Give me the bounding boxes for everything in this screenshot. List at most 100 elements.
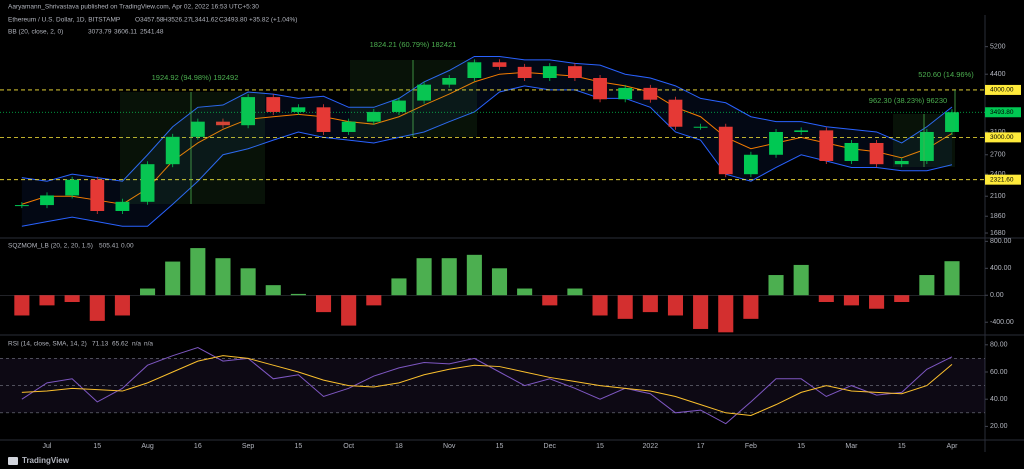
candle: [90, 179, 105, 211]
candle: [165, 136, 180, 165]
bb-basis-value: 3073.79: [88, 29, 112, 36]
momentum-bar: [894, 295, 910, 302]
x-tick-label: Jul: [43, 443, 52, 450]
y-tick-label: 60.00: [990, 369, 1008, 376]
rsi-ma-value: 65.62: [112, 341, 129, 348]
ohlc-high: H3526.27: [163, 17, 192, 24]
mom-title: SQZMOM_LB (20, 2, 20, 1.5): [8, 243, 93, 250]
candle: [65, 179, 80, 196]
candle: [819, 130, 834, 161]
candle: [593, 78, 607, 100]
level-tag: [985, 132, 1021, 143]
rsi-title: RSI (14, close, SMA, 14, 2): [8, 341, 87, 348]
momentum-bar: [567, 288, 583, 296]
bb-upper: [21, 55, 953, 182]
price-change: +35.82 (+1.04%): [249, 17, 297, 24]
momentum-bar: [64, 295, 80, 302]
rsi-line: [21, 346, 953, 425]
candle: [291, 107, 306, 112]
rsi-value: 71.13: [92, 341, 109, 348]
x-tick-label: 2022: [643, 443, 659, 450]
y-tick-label: 80.00: [990, 342, 1008, 349]
candle: [442, 78, 457, 85]
candle: [693, 126, 708, 128]
y-tick-label: 2400: [990, 171, 1006, 178]
candle: [115, 201, 130, 211]
momentum-bar: [944, 261, 960, 296]
y-tick-label: 40.00: [990, 396, 1008, 403]
momentum-bar: [416, 258, 432, 296]
momentum-bar: [165, 261, 181, 296]
x-tick-label: Dec: [544, 443, 557, 450]
candle: [844, 142, 859, 161]
x-tick-label: 17: [697, 443, 705, 450]
bb-title: BB (20, close, 2, 0): [8, 29, 63, 36]
y-tick-label: 2100: [990, 193, 1006, 200]
last-price-label: 3493.80: [990, 109, 1014, 116]
bb-lower-value: 2541.48: [140, 29, 164, 36]
candle: [341, 121, 356, 132]
momentum-bar: [919, 275, 935, 296]
momentum-bar: [793, 264, 809, 296]
candle: [190, 121, 205, 137]
y-tick-label: 20.00: [990, 423, 1008, 430]
mom-value: 505.41: [99, 243, 119, 250]
level-label: 4000.00: [990, 87, 1014, 94]
y-tick-label: 5200: [990, 43, 1006, 50]
momentum-bar: [843, 295, 859, 306]
x-tick-label: Aug: [141, 443, 154, 450]
y-tick-label: 400.00: [990, 265, 1012, 272]
y-tick-label: 1680: [990, 230, 1006, 237]
momentum-bar: [240, 268, 256, 296]
momentum-bar: [818, 295, 834, 302]
candle: [542, 66, 557, 79]
x-tick-label: Sep: [242, 443, 255, 450]
rsi-na: n/a: [132, 341, 141, 348]
level-label: 2321.60: [990, 176, 1014, 183]
candle: [945, 112, 959, 132]
candle: [492, 62, 507, 67]
bb-upper-value: 3606.11: [114, 29, 137, 36]
x-tick-label: 18: [395, 443, 403, 450]
rsi-ma-line: [21, 355, 953, 417]
x-tick-label: Oct: [343, 443, 354, 450]
x-tick-label: 16: [194, 443, 202, 450]
momentum-bar: [592, 295, 608, 316]
x-tick-label: 15: [496, 443, 504, 450]
ohlc-open: O3457.58: [135, 17, 164, 24]
bb-lower: [21, 85, 953, 227]
momentum-bar: [617, 295, 633, 319]
momentum-bar: [743, 295, 759, 319]
momentum-bar: [190, 248, 206, 296]
momentum-bar: [39, 295, 55, 306]
momentum-bar: [290, 293, 306, 296]
momentum-bar: [341, 295, 357, 326]
momentum-bar: [869, 295, 885, 309]
y-tick-label: 1860: [990, 213, 1006, 220]
momentum-bar: [366, 295, 382, 306]
candle: [869, 142, 884, 165]
level-tag: [985, 174, 1021, 185]
candle: [568, 66, 582, 79]
candle: [14, 205, 29, 207]
momentum-bar: [768, 275, 784, 296]
measure-label: 520.60 (14.96%): [918, 70, 974, 79]
momentum-bar: [517, 288, 533, 296]
ohlc-close: C3493.80: [219, 17, 248, 24]
x-tick-label: Nov: [443, 443, 456, 450]
y-tick-label: 3100: [990, 129, 1006, 136]
momentum-bar: [718, 295, 734, 333]
momentum-bar: [114, 295, 130, 316]
candle: [216, 121, 230, 126]
ohlc-low: L3441.62: [191, 17, 218, 24]
x-tick-label: 15: [294, 443, 302, 450]
measure-box: [120, 92, 265, 204]
y-tick-label: 800.00: [990, 238, 1012, 245]
tv-logo: [8, 457, 18, 465]
level-label: 3000.00: [990, 134, 1014, 141]
candle: [417, 84, 431, 101]
level-tag: [985, 84, 1021, 95]
candle: [266, 97, 281, 112]
candle: [517, 66, 532, 79]
